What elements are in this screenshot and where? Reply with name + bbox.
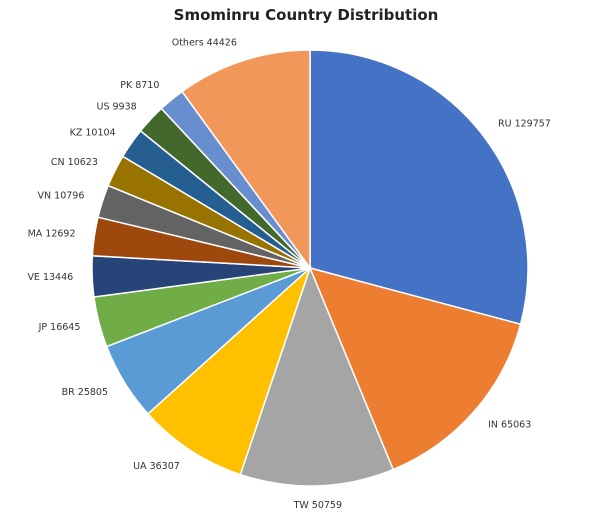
slice-label-kz: KZ 10104 — [70, 127, 116, 138]
pie-slice-tw — [239, 265, 395, 487]
slice-label-vn: VN 10796 — [38, 190, 85, 201]
pie-slice-ua — [146, 265, 312, 476]
pie-slice-ru — [309, 49, 529, 326]
slice-label-ve: VE 13446 — [27, 272, 73, 283]
slice-label-ua: UA 36307 — [133, 461, 180, 472]
slice-label-others: Others 44426 — [172, 38, 237, 49]
slice-label-tw: TW 50759 — [293, 500, 342, 511]
pie-slice-others — [181, 49, 311, 271]
chart-title: Smominru Country Distribution — [173, 6, 439, 24]
slice-label-us: US 9938 — [97, 101, 137, 112]
slice-label-ma: MA 12692 — [28, 229, 76, 240]
slice-label-br: BR 25805 — [62, 387, 108, 398]
pie-slice-in — [308, 266, 522, 471]
slice-label-jp: JP 16645 — [38, 322, 81, 333]
slice-label-cn: CN 10623 — [51, 157, 98, 168]
slice-label-in: IN 65063 — [488, 419, 531, 430]
slice-label-ru: RU 129757 — [498, 119, 551, 130]
slice-label-pk: PK 8710 — [120, 80, 159, 91]
